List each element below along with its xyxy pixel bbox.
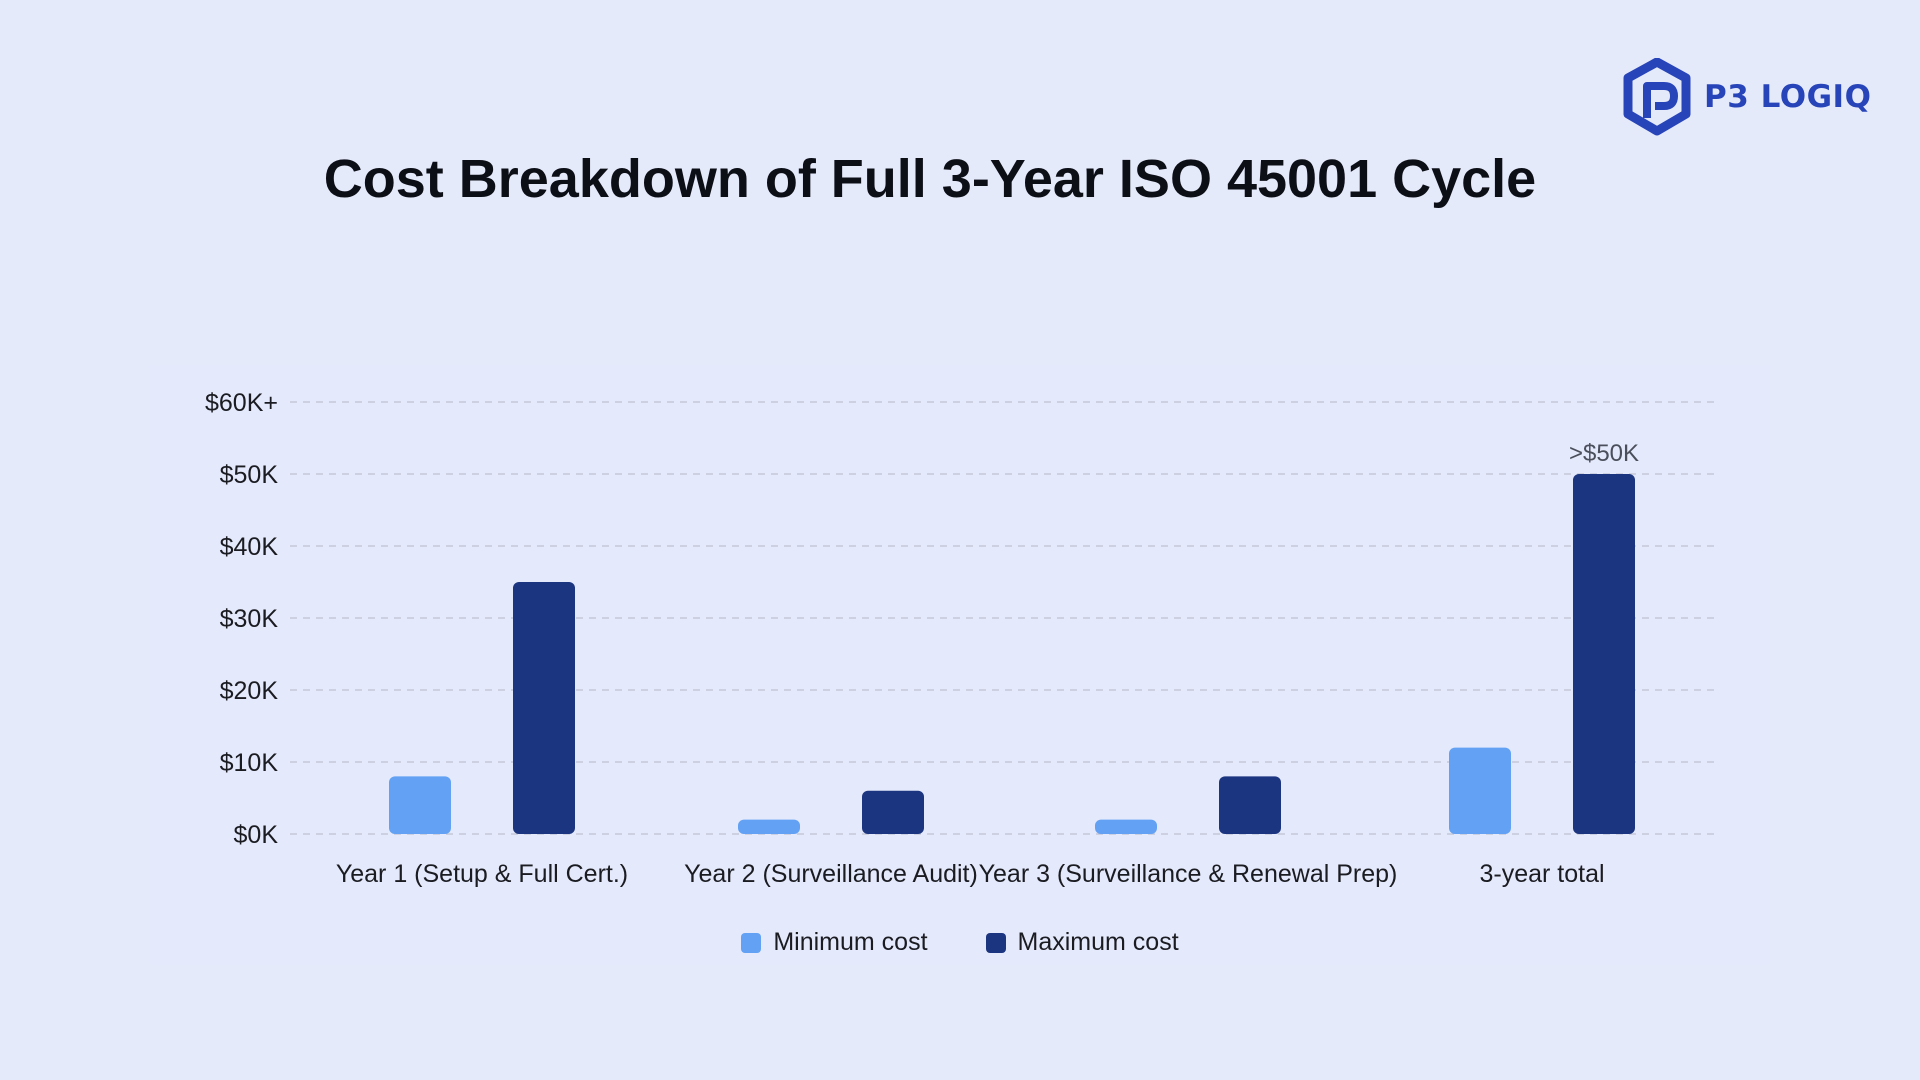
data-label-annotation: >$50K <box>1569 440 1639 467</box>
bar-maximum-4 <box>1573 474 1635 834</box>
y-tick-label: $30K <box>220 605 279 633</box>
legend-swatch <box>985 932 1006 953</box>
y-tick-label: $0K <box>234 821 279 849</box>
legend-swatch <box>741 932 762 953</box>
y-tick-label: $20K <box>220 677 279 705</box>
legend-item: Minimum cost <box>741 928 928 957</box>
bar-maximum-2 <box>862 790 924 834</box>
bar-minimum-4 <box>1449 747 1511 834</box>
bar-minimum-1 <box>389 776 451 834</box>
chart-panel <box>150 365 1770 965</box>
x-category-label: Year 3 (Surveillance & Renewal Prep) <box>979 860 1398 888</box>
legend-label: Maximum cost <box>1017 928 1179 956</box>
x-category-label: 3-year total <box>1479 860 1604 888</box>
x-category-label: Year 2 (Surveillance Audit) <box>684 860 978 888</box>
legend-label: Minimum cost <box>773 928 928 956</box>
x-category-label: Year 1 (Setup & Full Cert.) <box>336 860 628 888</box>
chart-title: Cost Breakdown of Full 3-Year ISO 45001 … <box>323 149 1537 209</box>
bar-maximum-1 <box>513 582 575 834</box>
y-tick-label: $60K+ <box>205 389 278 417</box>
y-tick-label: $40K <box>220 533 279 561</box>
bar-minimum-2 <box>738 819 800 834</box>
y-tick-label: $50K <box>220 461 279 489</box>
y-tick-label: $10K <box>220 749 279 777</box>
logo-hexagon-icon <box>1623 58 1691 136</box>
legend-item: Maximum cost <box>985 928 1179 957</box>
bar-minimum-3 <box>1095 819 1157 834</box>
bar-maximum-3 <box>1219 776 1281 834</box>
chart-legend: Minimum cost Maximum cost <box>0 928 1920 957</box>
brand-logo: P3 LOGIQ <box>1622 58 1871 136</box>
logo-text: P3 LOGIQ <box>1704 79 1872 115</box>
